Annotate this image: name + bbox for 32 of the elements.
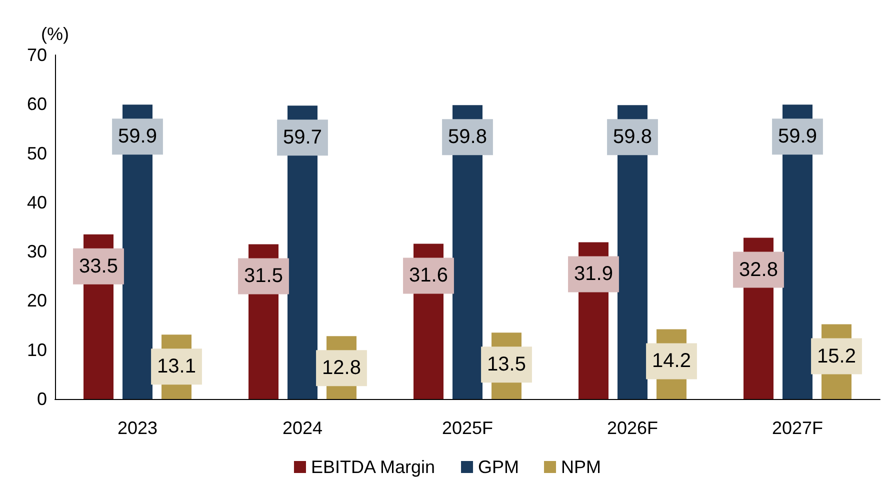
data-label: 59.8: [613, 126, 652, 148]
data-label: 59.9: [118, 126, 157, 148]
x-tick-label: 2024: [282, 418, 323, 438]
legend-label: GPM: [478, 457, 520, 477]
y-tick-label: 30: [26, 242, 47, 262]
y-tick-label: 50: [26, 143, 47, 164]
data-label: 31.5: [244, 265, 283, 288]
data-label: 31.9: [574, 263, 613, 286]
legend-label: EBITDA Margin: [310, 457, 436, 477]
data-label: 31.6: [409, 264, 448, 287]
y-tick-label: 0: [36, 389, 47, 409]
data-label: 12.8: [322, 357, 361, 380]
y-tick-label: 20: [26, 290, 47, 311]
x-tick-label: 2026F: [606, 418, 658, 438]
data-label: 14.2: [652, 350, 691, 372]
y-tick-label: 60: [26, 94, 47, 114]
y-tick-label: 10: [26, 340, 47, 360]
data-label: 15.2: [817, 345, 856, 368]
data-label: 32.8: [739, 258, 778, 281]
data-label: 59.9: [778, 126, 817, 148]
x-tick-label: 2025F: [442, 418, 494, 438]
data-label: 59.8: [448, 126, 487, 148]
x-tick-label: 2023: [117, 418, 158, 438]
y-tick-label: 70: [26, 45, 47, 65]
legend-label: NPM: [561, 457, 602, 477]
data-label: 13.1: [157, 356, 196, 378]
y-tick-label: 40: [26, 192, 47, 212]
y-axis-title: (%): [41, 24, 69, 44]
data-label: 13.5: [487, 354, 526, 376]
x-tick-label: 2027F: [772, 418, 824, 438]
data-label: 33.5: [79, 255, 118, 278]
data-label: 59.7: [283, 126, 322, 149]
